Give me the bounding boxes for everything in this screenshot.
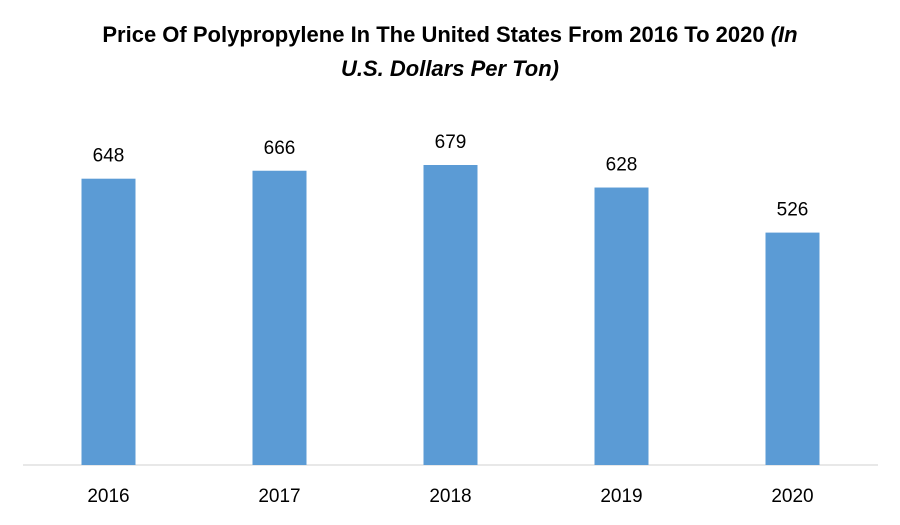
value-label: 679	[435, 132, 467, 153]
x-tick-label: 2017	[258, 486, 300, 507]
x-tick-label: 2016	[87, 486, 129, 507]
chart-title: Price Of Polypropylene In The United Sta…	[102, 22, 765, 47]
x-tick-label: 2018	[429, 486, 471, 507]
bar	[81, 178, 136, 466]
x-tick-label: 2019	[600, 486, 642, 507]
chart-title-block: Price Of Polypropylene In The United Sta…	[80, 18, 820, 86]
chart-subtitle: (In U.S. Dollars Per Ton)	[340, 22, 798, 81]
value-label: 648	[93, 146, 125, 167]
x-tick-label: 2020	[771, 486, 813, 507]
bar	[594, 187, 649, 465]
value-label: 666	[264, 138, 296, 159]
bar	[423, 165, 478, 465]
value-label: 526	[777, 200, 809, 221]
bar	[252, 170, 307, 465]
value-label: 628	[606, 155, 638, 176]
bar	[765, 232, 820, 465]
